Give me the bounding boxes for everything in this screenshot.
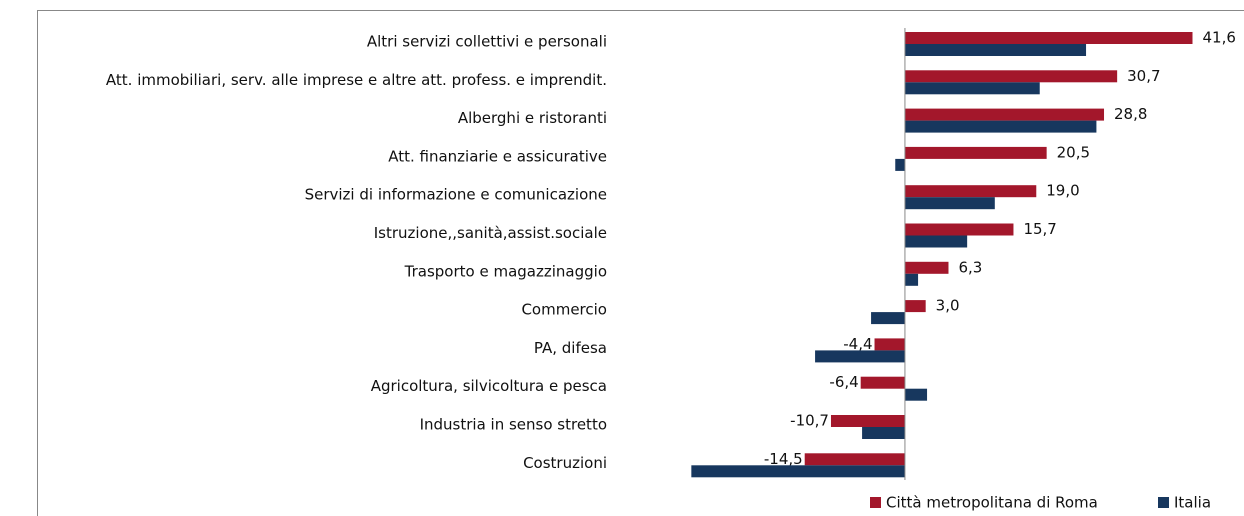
bar: [904, 108, 1105, 121]
bar: [904, 32, 1193, 44]
bar: [862, 427, 905, 439]
value-label: 20,5: [1057, 143, 1090, 161]
value-label: 30,7: [1127, 67, 1160, 85]
category-label: PA, difesa: [534, 339, 607, 357]
bar: [860, 376, 905, 389]
bar: [904, 82, 1040, 95]
legend-label: Italia: [1174, 494, 1211, 512]
value-label: -6,4: [829, 373, 858, 391]
bar: [904, 235, 968, 248]
chart-frame: [37, 10, 1244, 516]
value-label: 19,0: [1046, 182, 1079, 200]
bar: [895, 158, 905, 171]
category-label: Att. finanziarie e assicurative: [388, 147, 607, 165]
bar: [830, 415, 905, 427]
bar: [904, 185, 1037, 198]
bar: [691, 465, 905, 478]
value-label: -10,7: [790, 412, 829, 430]
category-label: Industria in senso stretto: [420, 416, 607, 434]
category-label: Att. immobiliari, serv. alle imprese e a…: [106, 71, 607, 89]
category-label: Alberghi e ristoranti: [458, 109, 607, 127]
legend-swatch: [870, 497, 881, 508]
category-label: Altri servizi collettivi e personali: [367, 33, 607, 51]
bar: [904, 197, 995, 210]
bar: [904, 223, 1014, 236]
bar: [904, 44, 1087, 56]
value-label: -4,4: [843, 335, 872, 353]
value-label: 15,7: [1023, 220, 1056, 238]
bar: [904, 388, 928, 401]
value-label: 28,8: [1114, 105, 1147, 123]
bar: [815, 350, 905, 363]
value-label: -14,5: [764, 450, 803, 468]
bar: [904, 146, 1047, 159]
bar: [904, 120, 1097, 133]
category-label: Commercio: [521, 301, 607, 319]
value-label: 41,6: [1202, 29, 1235, 47]
value-label: 3,0: [936, 297, 960, 315]
bar: [874, 338, 905, 351]
value-label: 6,3: [958, 258, 982, 276]
bar: [904, 70, 1118, 83]
bar: [904, 273, 919, 286]
bar: [871, 312, 905, 325]
category-label: Costruzioni: [523, 454, 607, 472]
bar: [904, 300, 926, 313]
bar: [804, 453, 905, 466]
category-label: Istruzione,,sanità,assist.sociale: [374, 224, 607, 242]
category-label: Trasporto e magazzinaggio: [404, 262, 607, 280]
category-label: Agricoltura, silvicoltura e pesca: [371, 377, 607, 395]
legend-swatch: [1158, 497, 1169, 508]
legend-label: Città metropolitana di Roma: [886, 494, 1098, 512]
category-label: Servizi di informazione e comunicazione: [305, 186, 607, 204]
bar: [904, 261, 949, 274]
